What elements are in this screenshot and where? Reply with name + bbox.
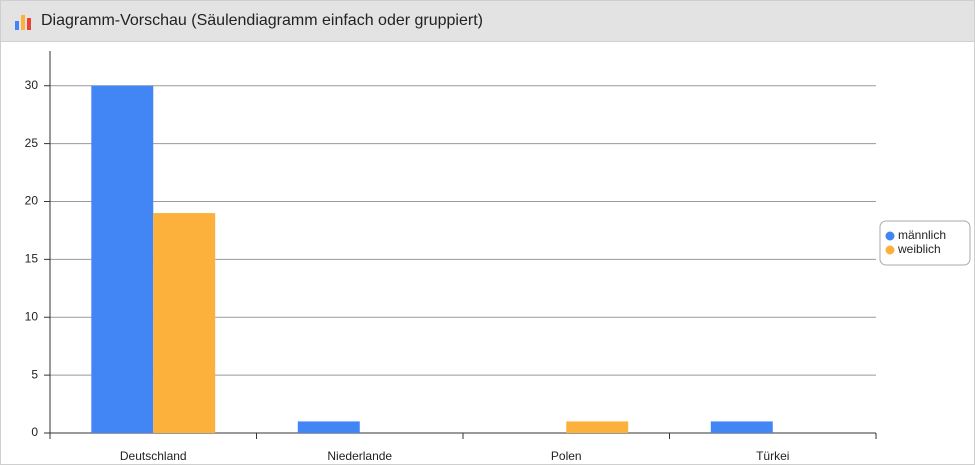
y-tick-label: 5 — [31, 367, 38, 381]
bar — [710, 421, 773, 433]
bar — [153, 213, 216, 433]
x-tick-label: Deutschland — [120, 449, 187, 463]
y-tick-label: 15 — [25, 252, 39, 266]
panel-header: Diagramm-Vorschau (Säulendiagramm einfac… — [1, 1, 974, 42]
bar — [297, 421, 360, 433]
y-tick-label: 30 — [25, 78, 39, 92]
legend-marker — [885, 245, 895, 255]
panel-title: Diagramm-Vorschau (Säulendiagramm einfac… — [41, 12, 483, 29]
legend-marker — [885, 231, 895, 241]
y-tick-label: 25 — [25, 136, 39, 150]
legend-box — [879, 220, 971, 266]
chart-icon — [15, 15, 31, 30]
chart: 0 5 10 15 20 25 30 Deutschland Niederlande Polen T… — [25, 51, 971, 463]
y-tick-label: 20 — [25, 194, 39, 208]
x-tick-label: Polen — [551, 449, 582, 463]
legend-label: weiblich — [897, 242, 941, 256]
bar — [566, 421, 629, 433]
bar — [91, 85, 154, 434]
x-tick-label: Niederlande — [327, 449, 392, 463]
legend-label: männlich — [898, 228, 946, 242]
y-tick-label: 10 — [25, 309, 39, 323]
x-tick-label: Türkei — [756, 449, 789, 463]
y-tick-label: 0 — [31, 425, 38, 439]
